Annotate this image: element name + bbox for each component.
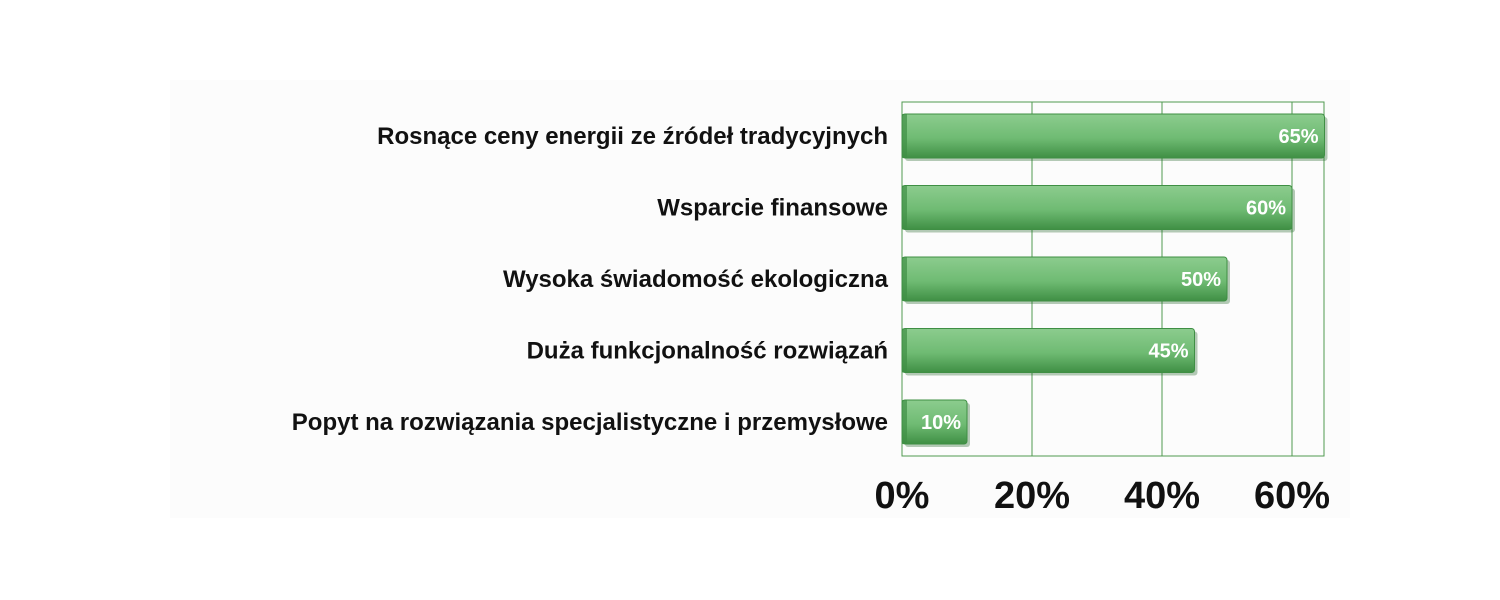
bar-bevel bbox=[902, 114, 907, 158]
bars bbox=[901, 113, 1328, 447]
data-label: 45% bbox=[1148, 341, 1188, 363]
bar-bevel bbox=[902, 185, 907, 230]
x-tick-label-20: 20% bbox=[994, 475, 1070, 517]
bar-2 bbox=[901, 185, 1293, 230]
data-label: 50% bbox=[1181, 269, 1221, 291]
data-label: 60% bbox=[1246, 198, 1286, 220]
category-label: Wysoka świadomość ekologiczna bbox=[503, 266, 889, 293]
bar-bevel bbox=[902, 328, 907, 373]
data-label: 65% bbox=[1278, 126, 1318, 148]
bar-3 bbox=[901, 256, 1228, 302]
category-label: Duża funkcjonalność rozwiązań bbox=[527, 338, 888, 365]
x-tick-label-40: 40% bbox=[1124, 475, 1200, 517]
labels: 0% 20% 40% 60% Rosnące ceny energii ze źróde… bbox=[292, 123, 1330, 517]
category-label: Wsparcie finansowe bbox=[657, 195, 888, 222]
data-label: 10% bbox=[921, 412, 961, 434]
x-tick-label-0: 0% bbox=[875, 475, 930, 517]
bar-bevel bbox=[902, 257, 907, 301]
bar-1 bbox=[901, 113, 1325, 159]
x-tick-label-60: 60% bbox=[1254, 475, 1330, 517]
category-label: Popyt na rozwiązania specjalistyczne i p… bbox=[292, 409, 888, 436]
category-label: Rosnące ceny energii ze źródeł tradycyjn… bbox=[377, 123, 888, 150]
bar-bevel bbox=[902, 400, 907, 444]
